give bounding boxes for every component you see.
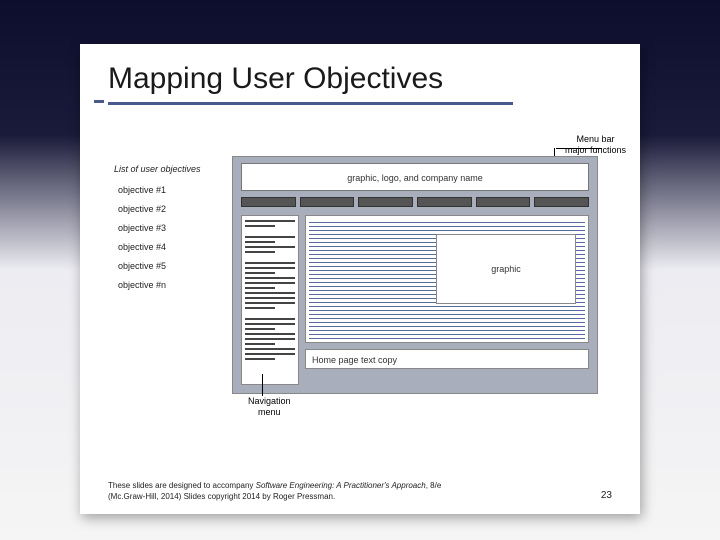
nav-line xyxy=(245,277,295,279)
page-number: 23 xyxy=(601,489,612,502)
mockup-text-copy: Home page text copy xyxy=(305,349,589,369)
page-mockup: graphic, logo, and company name xyxy=(232,156,598,394)
nav-callout-l1: Navigation xyxy=(248,396,291,406)
menubar-callout-line xyxy=(556,148,602,149)
nav-line xyxy=(245,353,295,355)
footer: These slides are designed to accompany S… xyxy=(108,481,612,502)
slide: Mapping User Objectives List of user obj… xyxy=(80,44,640,514)
menubar-callout: Menu bar major functions xyxy=(565,134,626,156)
nav-line xyxy=(245,282,295,284)
menubar-item xyxy=(476,197,531,207)
nav-line xyxy=(245,251,275,253)
nav-line xyxy=(245,287,275,289)
diagram-region: List of user objectives objective #1 obj… xyxy=(100,134,630,414)
title-accent xyxy=(94,100,104,103)
nav-line xyxy=(245,220,295,222)
nav-line xyxy=(245,225,275,227)
nav-line xyxy=(245,358,275,360)
mockup-content-area: graphic xyxy=(305,215,589,343)
menubar-item xyxy=(358,197,413,207)
objectives-list: objective #1 objective #2 objective #3 o… xyxy=(118,182,166,297)
footer-text-a: These slides are designed to accompany xyxy=(108,481,256,490)
nav-line xyxy=(245,333,295,335)
nav-callout: Navigation menu xyxy=(248,396,291,418)
objective-item: objective #3 xyxy=(118,220,166,237)
objective-item: objective #4 xyxy=(118,239,166,256)
menubar-callout-l1: Menu bar xyxy=(576,134,614,144)
nav-line xyxy=(245,323,295,325)
mockup-header: graphic, logo, and company name xyxy=(241,163,589,191)
footer-book-title: Software Engineering: A Practitioner's A… xyxy=(256,481,426,490)
menubar-item xyxy=(417,197,472,207)
menubar-callout-l2: major functions xyxy=(565,145,626,155)
nav-line xyxy=(245,236,295,238)
objectives-heading: List of user objectives xyxy=(114,164,201,174)
nav-line xyxy=(245,348,295,350)
nav-callout-l2: menu xyxy=(258,407,281,417)
objective-item: objective #n xyxy=(118,277,166,294)
nav-line xyxy=(245,241,275,243)
nav-line xyxy=(245,292,295,294)
nav-line xyxy=(245,343,275,345)
nav-line xyxy=(245,262,295,264)
graphic-placeholder: graphic xyxy=(436,234,576,304)
menubar-item xyxy=(534,197,589,207)
mockup-menubar xyxy=(241,197,589,207)
objective-item: objective #1 xyxy=(118,182,166,199)
menubar-item xyxy=(241,197,296,207)
nav-line xyxy=(245,302,295,304)
menubar-item xyxy=(300,197,355,207)
footer-line2: (Mc.Graw-Hill, 2014) Slides copyright 20… xyxy=(108,492,335,501)
nav-line xyxy=(245,246,295,248)
objective-item: objective #2 xyxy=(118,201,166,218)
nav-line xyxy=(245,267,295,269)
nav-callout-line xyxy=(262,374,263,396)
nav-line xyxy=(245,338,295,340)
nav-line xyxy=(245,272,275,274)
nav-line xyxy=(245,297,295,299)
slide-title: Mapping User Objectives xyxy=(108,62,513,105)
objective-item: objective #5 xyxy=(118,258,166,275)
nav-line xyxy=(245,307,275,309)
footer-text-c: , 8/e xyxy=(426,481,442,490)
nav-line xyxy=(245,318,295,320)
mockup-nav-column xyxy=(241,215,299,385)
nav-line xyxy=(245,328,275,330)
